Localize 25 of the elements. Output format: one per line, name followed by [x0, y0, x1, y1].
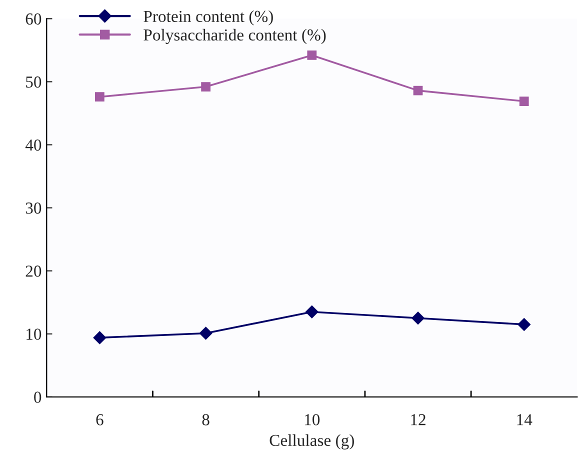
point [199, 326, 212, 340]
legend-label: Polysaccharide content (%) [144, 28, 326, 44]
x-tick-label: 6 [96, 414, 104, 426]
point [519, 96, 529, 106]
y-tick-label: 10 [26, 328, 42, 340]
x-tick-label: 14 [517, 414, 532, 426]
y-tick-label: 0 [34, 392, 42, 403]
x-tick-label: 8 [202, 414, 210, 426]
point [412, 312, 424, 325]
x-tick-label: 12 [411, 414, 426, 426]
y-tick-label: 20 [26, 266, 42, 277]
point [413, 86, 423, 96]
x-axis-title: Cellulase (g) [270, 434, 354, 450]
point [305, 305, 318, 318]
y-tick-label: 30 [26, 202, 42, 214]
point [201, 82, 210, 92]
legend-label: Protein content (%) [144, 10, 273, 26]
point [95, 92, 104, 102]
x-tick-label: 10 [305, 414, 320, 426]
point [518, 318, 531, 331]
y-tick-label: 50 [26, 76, 42, 88]
y-tick-label: 60 [26, 13, 42, 25]
point [307, 50, 317, 60]
point [93, 331, 106, 344]
y-tick-label: 40 [25, 139, 42, 151]
